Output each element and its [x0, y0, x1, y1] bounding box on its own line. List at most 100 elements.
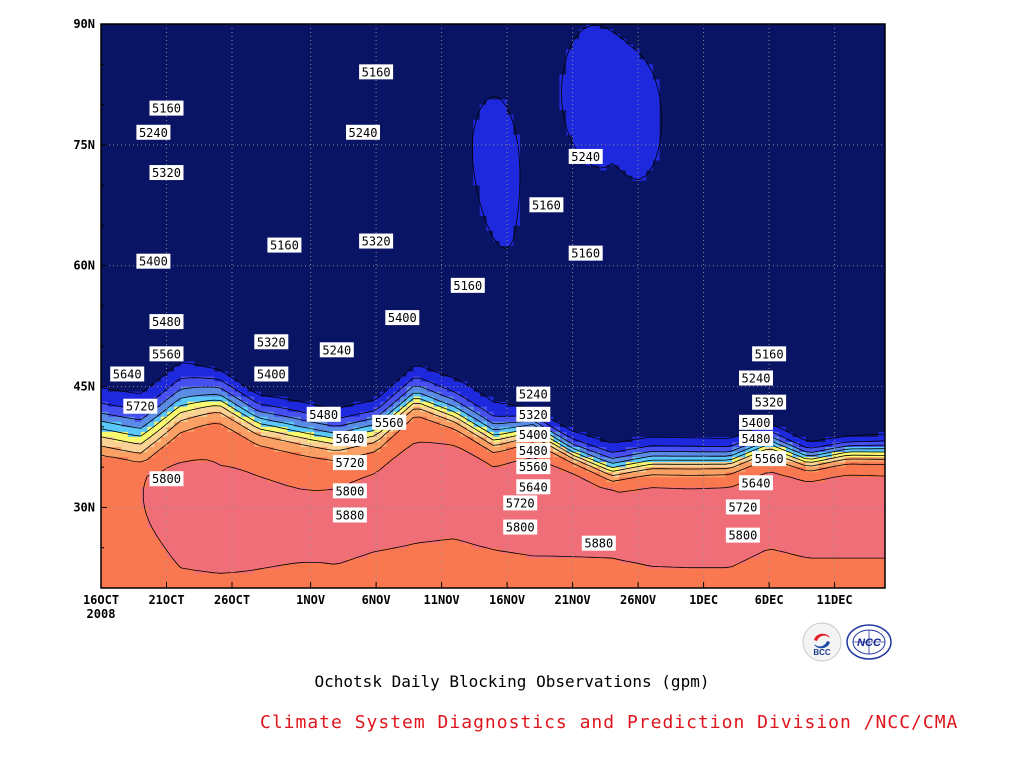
contour-label: 5800: [503, 519, 538, 535]
contour-label-box: [725, 527, 760, 543]
contour-label-box: [739, 414, 773, 430]
x-tick-label: 1DEC: [689, 593, 718, 607]
contour-label-text: 5640: [519, 480, 548, 494]
contour-label-box: [450, 277, 485, 293]
contour-label: 5400: [136, 253, 171, 269]
contour-label-text: 5560: [519, 460, 548, 474]
contour-label-text: 5640: [113, 367, 142, 381]
contour-label-text: 5160: [152, 102, 181, 116]
band-3: [101, 386, 846, 463]
contour-label-box: [372, 414, 407, 430]
band-8: [101, 416, 885, 588]
contour-label-box: [568, 148, 603, 164]
contour-label: 5640: [739, 475, 773, 491]
contour-label-box: [503, 519, 538, 535]
contour-label: 5560: [516, 459, 551, 475]
contour-label-box: [752, 394, 787, 410]
x-tick-label: 11DEC: [817, 593, 853, 607]
x-tick-label: 16OCT: [83, 593, 119, 607]
contour-label-box: [516, 426, 551, 442]
contour-label-text: 5240: [322, 343, 351, 357]
credit-text: Climate System Diagnostics and Predictio…: [260, 712, 959, 733]
contour-label-text: 5640: [335, 432, 364, 446]
contour-label-box: [346, 124, 380, 140]
x-tick-label: 6DEC: [755, 593, 784, 607]
x-tick-label: 26NOV: [620, 593, 656, 607]
x-tick-label: 1NOV: [296, 593, 325, 607]
contour-label-box: [752, 451, 787, 467]
contour-label-box: [110, 366, 145, 382]
contour-label: 5720: [123, 398, 158, 414]
contour-label: 5560: [372, 414, 407, 430]
contour-label-text: 5160: [532, 198, 561, 212]
contour-label-box: [739, 430, 773, 446]
contour-label: 5640: [516, 479, 551, 495]
x-tick-label: 26OCT: [214, 593, 250, 607]
contour-label-box: [581, 535, 616, 551]
contour-label-box: [267, 237, 302, 253]
contour-label-text: 5240: [571, 150, 600, 164]
contour-label-text: 5480: [152, 315, 181, 329]
contour-label: 5720: [332, 455, 367, 471]
contour-label-text: 5160: [453, 279, 482, 293]
contour-label-box: [516, 406, 551, 422]
contour-label: 5160: [450, 277, 485, 293]
contour-label-text: 5560: [755, 452, 784, 466]
contour-label: 5320: [359, 233, 394, 249]
contour-label-box: [739, 475, 773, 491]
contour-label-box: [332, 483, 367, 499]
bcc-logo-text: BCC: [813, 648, 831, 657]
contour-label-text: 5160: [270, 239, 299, 253]
y-tick-label: 30N: [73, 500, 95, 514]
contour-label-text: 5640: [742, 476, 771, 490]
contour-label: 5240: [568, 148, 603, 164]
x-tick-label: 6NOV: [362, 593, 391, 607]
contour-label-box: [254, 334, 289, 350]
contour-label: 5880: [581, 535, 616, 551]
contour-label-text: 5800: [728, 529, 757, 543]
contour-label: 5320: [254, 334, 289, 350]
contour-label-text: 5480: [519, 444, 548, 458]
contour-label-box: [752, 346, 787, 362]
band-2: [101, 376, 885, 458]
band-7: [101, 406, 885, 483]
contour-label: 5240: [136, 124, 171, 140]
contour-label-box: [149, 471, 184, 487]
contour-label-box: [123, 398, 158, 414]
contour-label-text: 5800: [152, 472, 181, 486]
contour-label-text: 5480: [742, 432, 771, 446]
contour-5800: [142, 441, 885, 574]
contour-label-text: 5720: [126, 400, 155, 414]
contour-label: 5320: [149, 165, 184, 181]
contour-label: 5400: [739, 414, 773, 430]
contour-label-text: 5160: [571, 247, 600, 261]
contour-5320: [101, 386, 885, 459]
contour-label-text: 5320: [152, 166, 181, 180]
contour-label-box: [332, 455, 367, 471]
contour-label: 5400: [385, 310, 420, 326]
contour-label: 5800: [149, 471, 184, 487]
contour-label-box: [306, 406, 341, 422]
contour-label-text: 5480: [309, 408, 338, 422]
contour-label: 5160: [529, 197, 564, 213]
contour-label: 5880: [332, 507, 367, 523]
contour-label-text: 5240: [742, 372, 771, 386]
contour-label: 5160: [267, 237, 302, 253]
contour-label-box: [739, 370, 773, 386]
contour-label-box: [149, 346, 184, 362]
contour-label-text: 5800: [335, 484, 364, 498]
contour-label-text: 5240: [139, 126, 168, 140]
contour-label-text: 5800: [506, 521, 535, 535]
contour-label: 5240: [319, 342, 354, 358]
contour-label-text: 5240: [519, 388, 548, 402]
contour-label: 5160: [359, 64, 394, 80]
x-tick-label: 21OCT: [148, 593, 184, 607]
contour-label-box: [319, 342, 354, 358]
contour-label: 5240: [346, 124, 380, 140]
contour-label: 5640: [332, 430, 367, 446]
contour-label-text: 5400: [519, 428, 548, 442]
contour-label: 5560: [752, 451, 787, 467]
contour-label-text: 5400: [388, 311, 417, 325]
